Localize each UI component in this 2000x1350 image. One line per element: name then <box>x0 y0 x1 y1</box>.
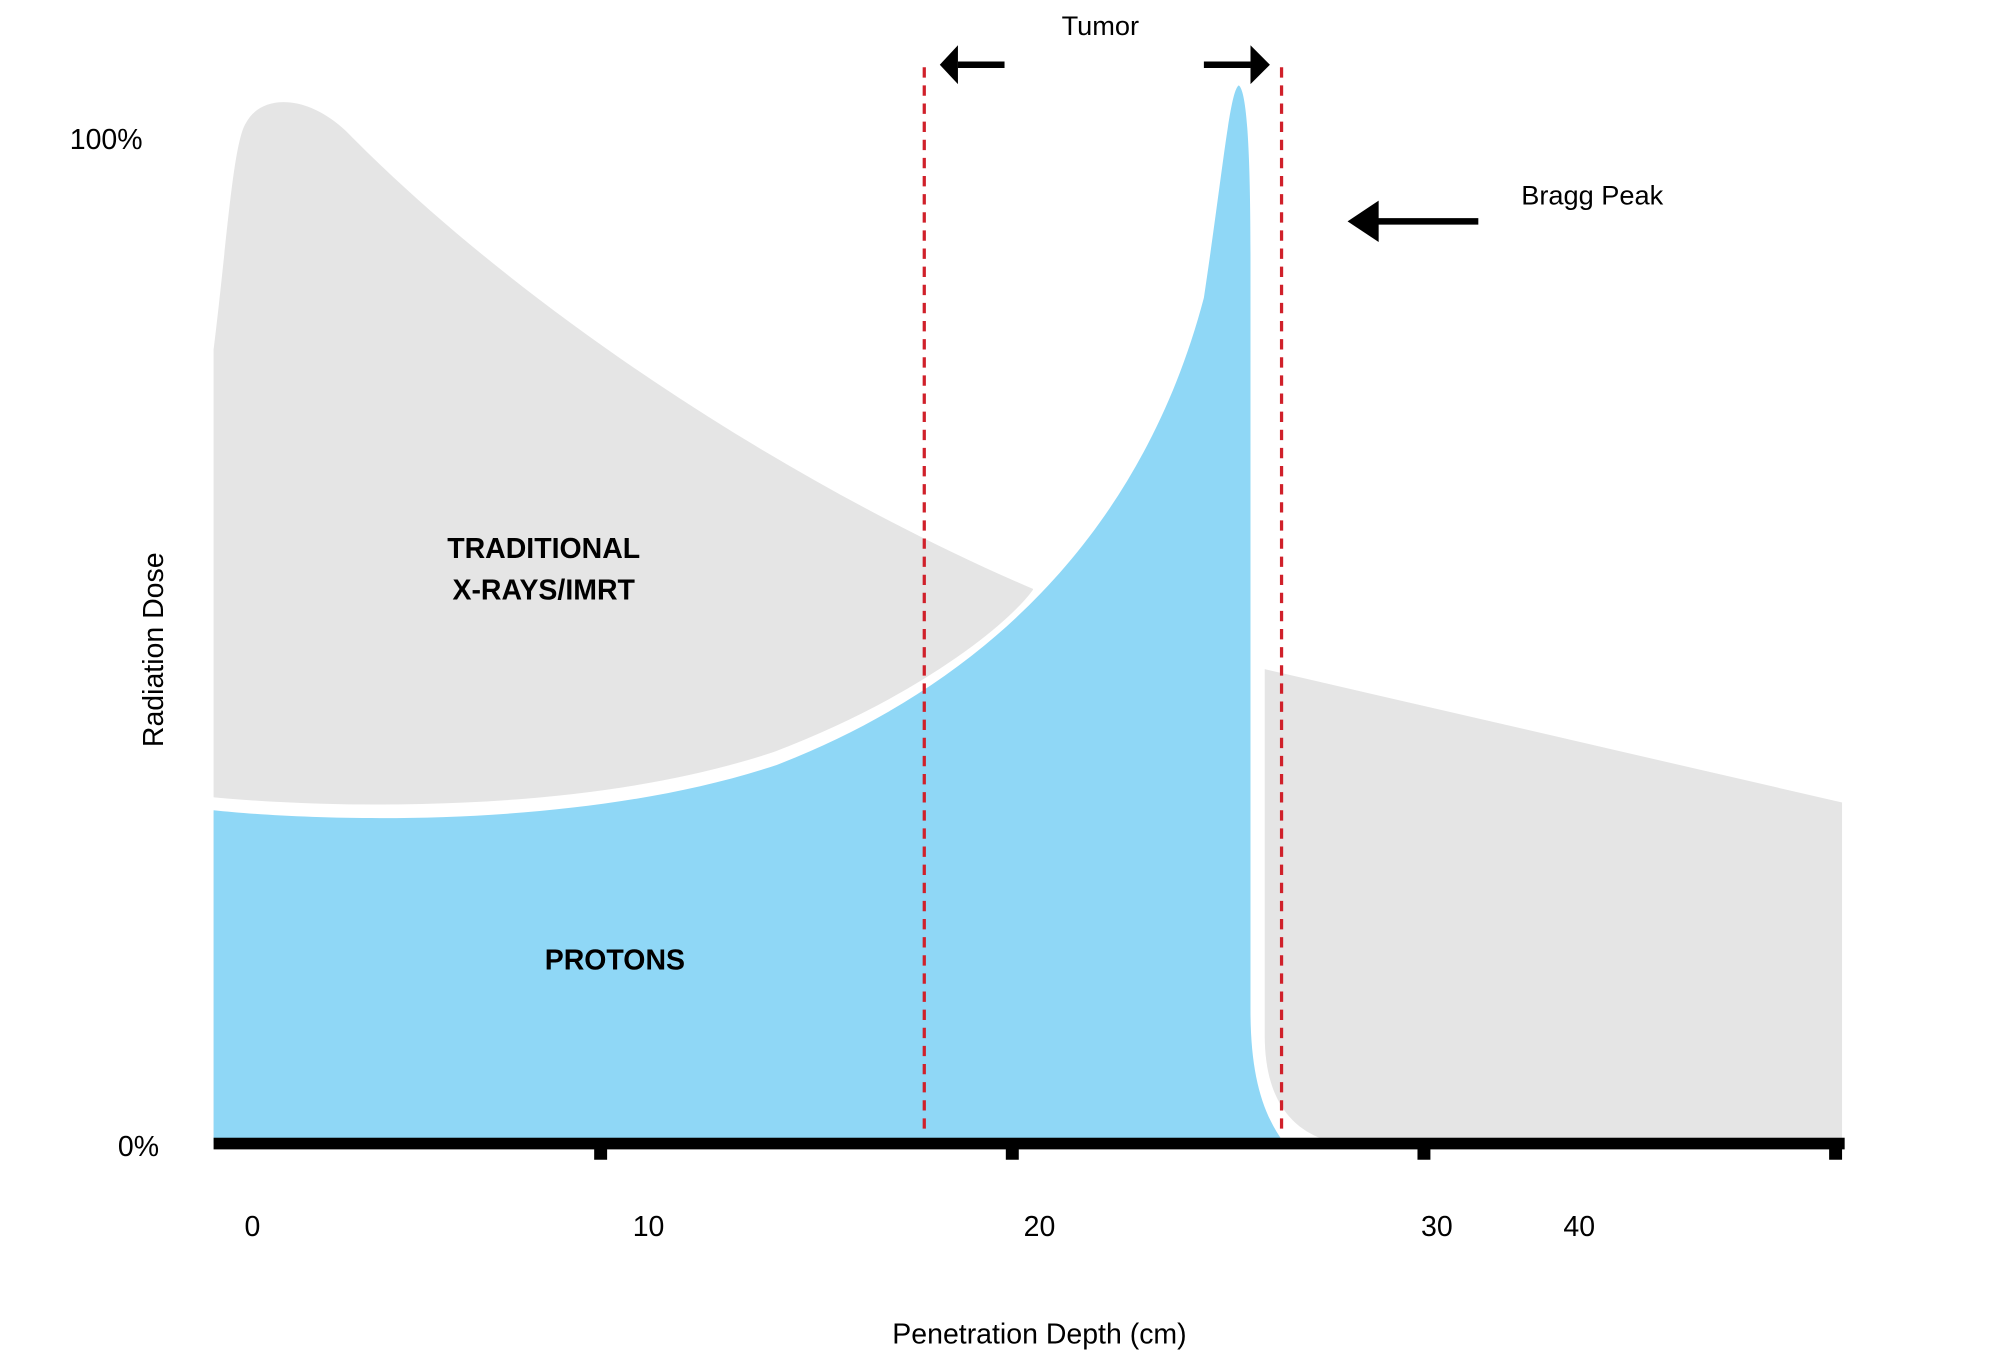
x-tick-label: 30 <box>1421 1211 1453 1243</box>
xray-region-label: TRADITIONAL <box>447 533 640 565</box>
x-tick-label: 0 <box>245 1211 261 1243</box>
x-axis-line <box>213 1137 1845 1150</box>
x-axis-title: Penetration Depth (cm) <box>892 1319 1186 1350</box>
bragg-peak-arrow-icon <box>1347 200 1479 243</box>
tumor-label: Tumor <box>1062 10 1140 41</box>
y-axis-title: Radiation Dose <box>138 552 170 747</box>
tumor-right-arrow-icon <box>1203 45 1270 85</box>
x-tick-label: 10 <box>633 1211 665 1243</box>
bragg-peak-label: Bragg Peak <box>1521 180 1663 211</box>
xray-exit-dose-area <box>1264 669 1843 1143</box>
tumor-left-arrow-icon <box>939 45 1005 85</box>
proton-dose-area <box>213 85 1285 1143</box>
x-axis-tick <box>1005 1142 1019 1160</box>
y-tick-label: 100% <box>70 124 143 156</box>
x-tick-label: 20 <box>1024 1211 1056 1243</box>
xray-region-label: X-RAYS/IMRT <box>452 574 635 606</box>
x-axis-tick <box>594 1142 608 1160</box>
x-axis-tick <box>1829 1142 1843 1160</box>
x-tick-label: 40 <box>1563 1211 1595 1243</box>
protons-region-label: PROTONS <box>545 944 685 976</box>
y-tick-label: 0% <box>118 1131 159 1163</box>
x-axis-tick <box>1417 1142 1431 1160</box>
